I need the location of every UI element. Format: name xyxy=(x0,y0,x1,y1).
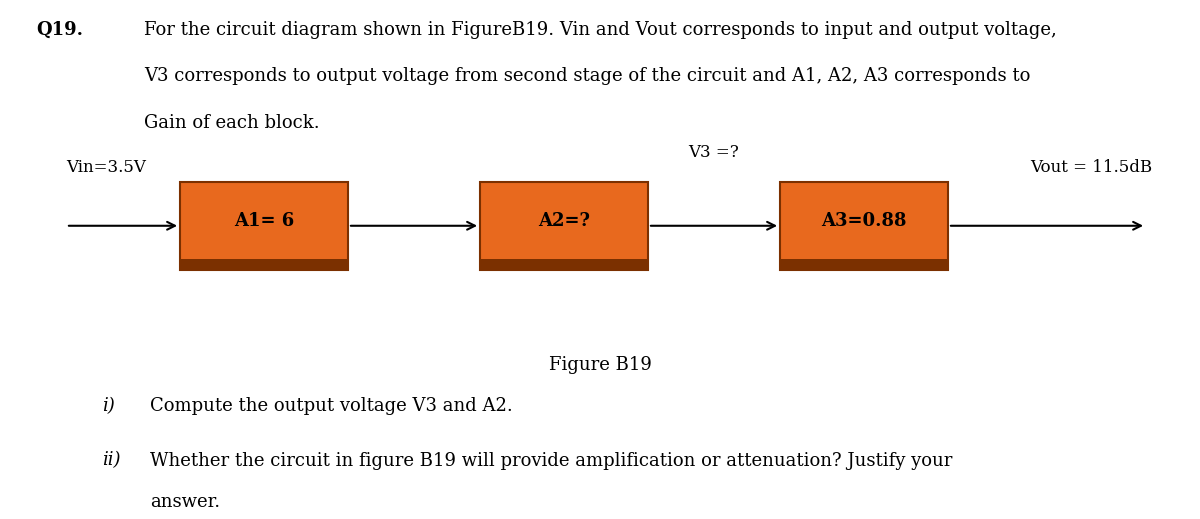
Bar xyxy=(480,182,648,270)
Text: A2=?: A2=? xyxy=(538,212,590,229)
Text: Vout = 11.5dB: Vout = 11.5dB xyxy=(1030,159,1152,176)
Text: Vin=3.5V: Vin=3.5V xyxy=(66,159,146,176)
Bar xyxy=(480,182,648,270)
Text: For the circuit diagram shown in FigureB19. Vin and Vout corresponds to input an: For the circuit diagram shown in FigureB… xyxy=(144,21,1057,39)
Text: Whether the circuit in figure B19 will provide amplification or attenuation? Jus: Whether the circuit in figure B19 will p… xyxy=(150,452,953,470)
Text: A1= 6: A1= 6 xyxy=(234,212,294,229)
Text: ii): ii) xyxy=(102,452,120,470)
Text: V3 =?: V3 =? xyxy=(689,144,739,161)
Text: Figure B19: Figure B19 xyxy=(548,356,652,374)
Text: Gain of each block.: Gain of each block. xyxy=(144,114,319,132)
Bar xyxy=(180,182,348,270)
Text: i): i) xyxy=(102,397,115,415)
Bar xyxy=(780,182,948,270)
Text: V3 corresponds to output voltage from second stage of the circuit and A1, A2, A3: V3 corresponds to output voltage from se… xyxy=(144,67,1031,86)
Text: Compute the output voltage V3 and A2.: Compute the output voltage V3 and A2. xyxy=(150,397,512,415)
Bar xyxy=(780,182,948,270)
Bar xyxy=(180,260,348,270)
Text: answer.: answer. xyxy=(150,493,220,511)
Text: Q19.: Q19. xyxy=(36,21,83,39)
Bar xyxy=(780,260,948,270)
Bar xyxy=(480,260,648,270)
Text: A3=0.88: A3=0.88 xyxy=(821,212,907,229)
Bar xyxy=(180,182,348,270)
